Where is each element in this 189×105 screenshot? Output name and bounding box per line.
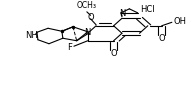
Text: O: O xyxy=(110,49,117,58)
Text: N: N xyxy=(84,28,90,37)
Text: OCH₃: OCH₃ xyxy=(77,1,97,10)
Text: NH: NH xyxy=(25,31,37,40)
Text: N: N xyxy=(119,9,125,18)
Text: F: F xyxy=(67,43,72,52)
Text: O: O xyxy=(158,34,165,43)
Text: HCl: HCl xyxy=(140,5,155,14)
Text: OH: OH xyxy=(174,17,187,26)
Text: O: O xyxy=(87,13,94,22)
